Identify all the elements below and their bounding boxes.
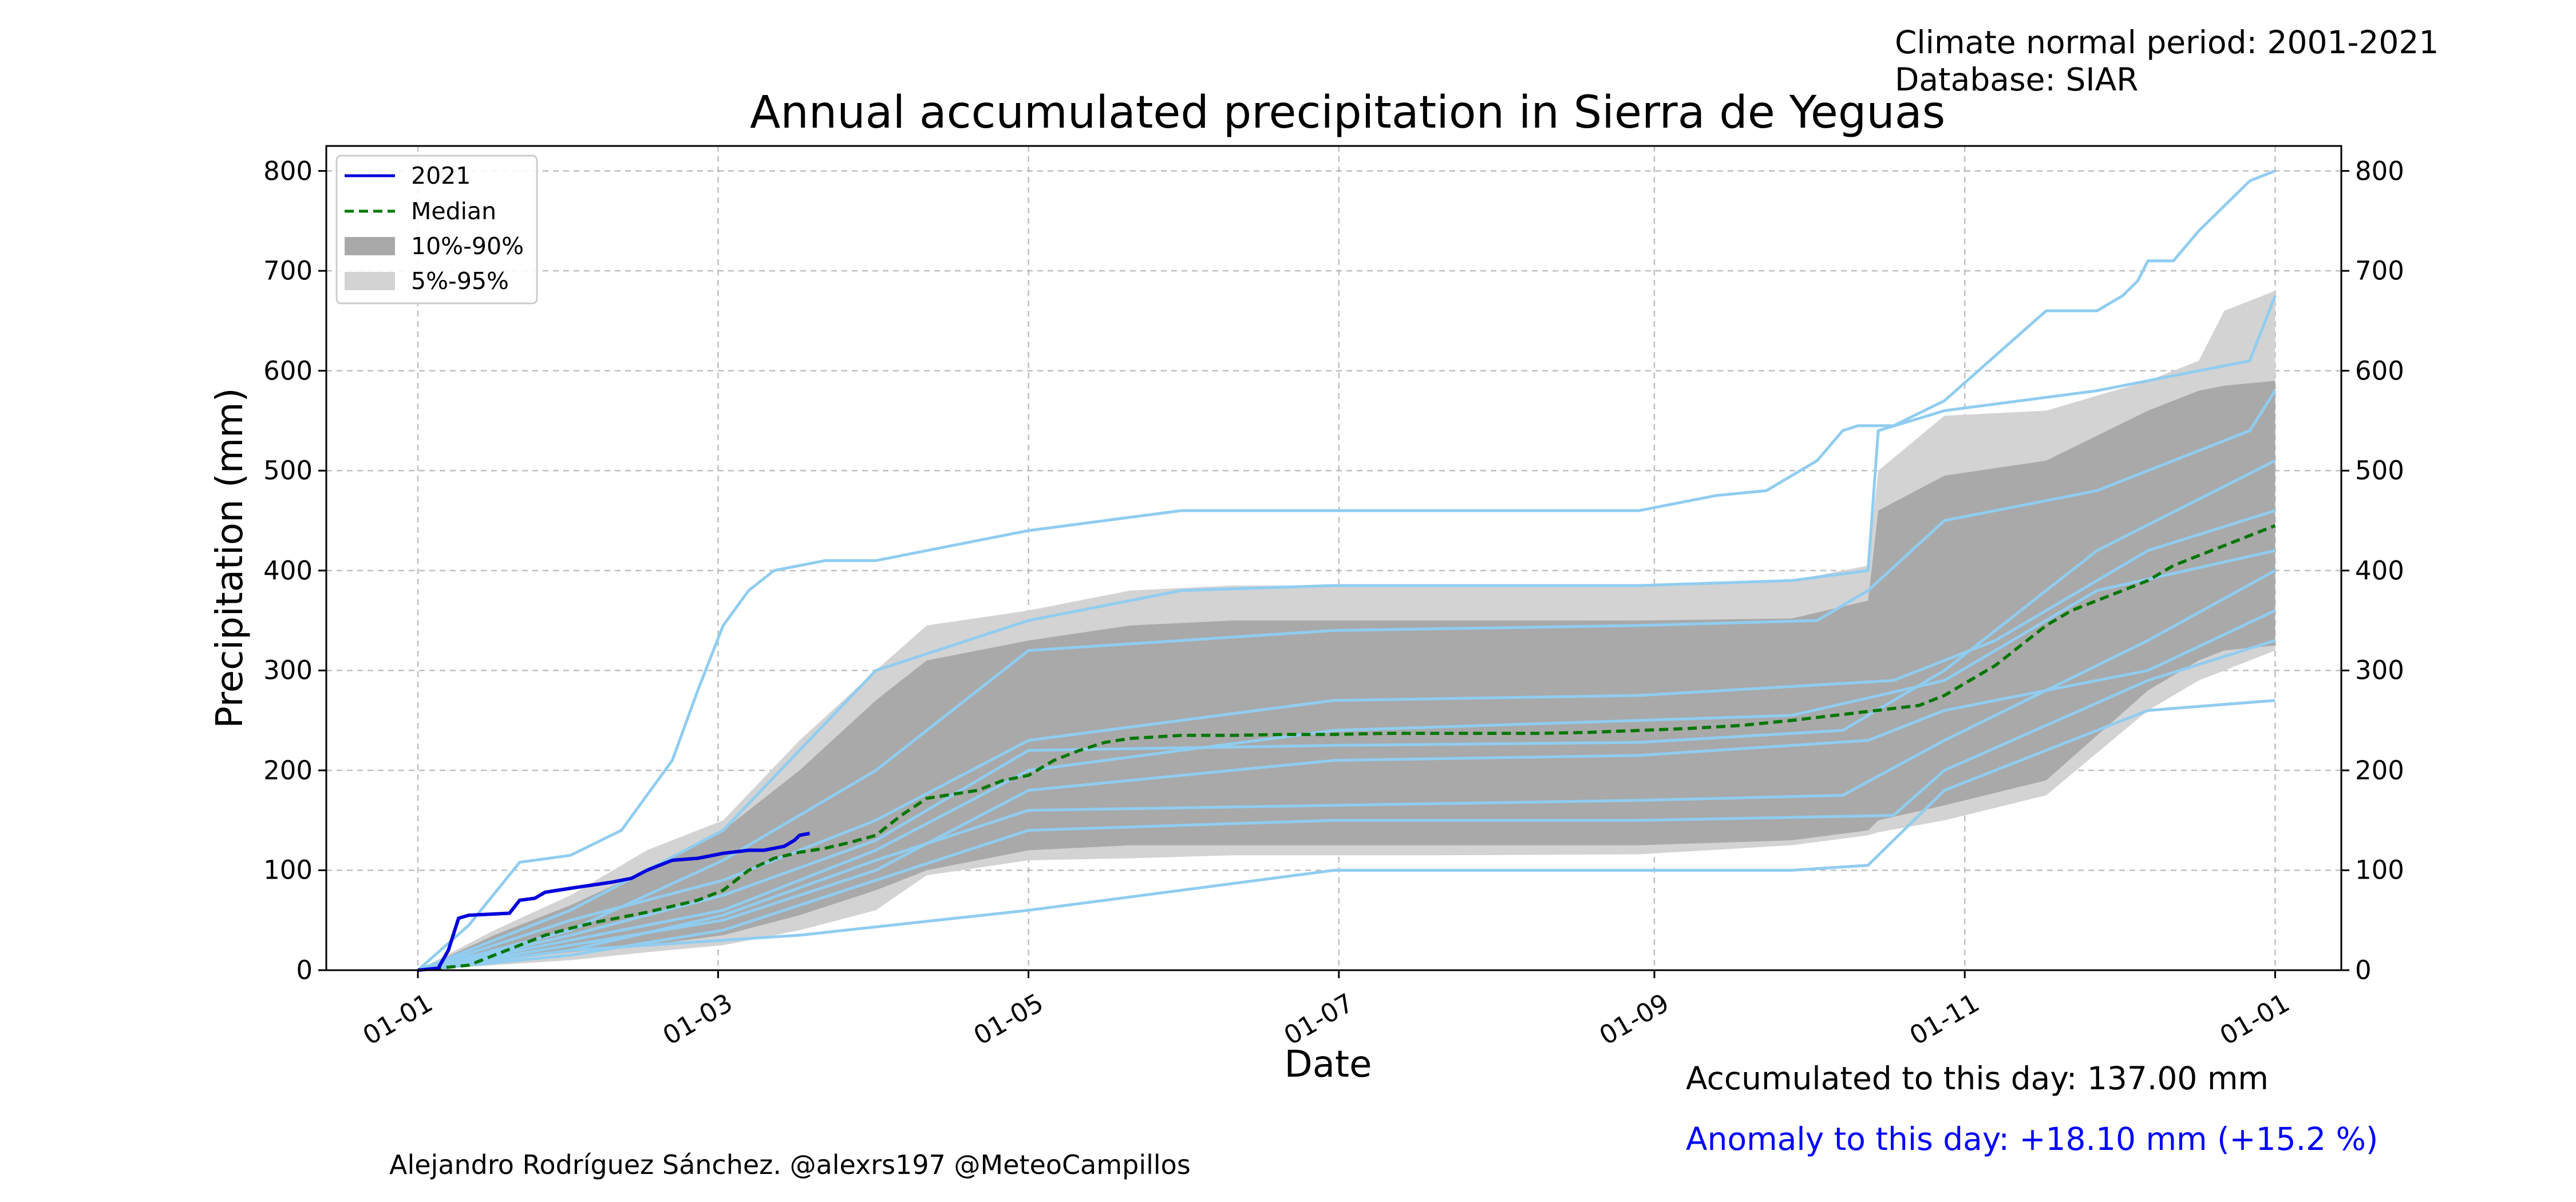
historic-year-line-9 <box>417 569 2276 972</box>
y-tick-label-left: 400 <box>263 555 313 586</box>
historic-year-line-8 <box>417 459 2276 972</box>
y-tick-label-right: 200 <box>2355 755 2404 786</box>
band-10-90 <box>418 381 2275 971</box>
historic-year-line-0 <box>417 169 2276 971</box>
historic-year-line-6 <box>417 509 2276 972</box>
y-tick-label-left: 200 <box>263 755 313 786</box>
legend-label-median: Median <box>411 197 497 225</box>
legend-swatch-5-95 <box>345 272 395 290</box>
y-axis-label: Precipitation (mm) <box>209 388 251 729</box>
y-tick-label-right: 300 <box>2355 655 2404 686</box>
y-tick-label-left: 0 <box>296 955 313 986</box>
climate-normal-label: Climate normal period: 2001-2021 <box>1895 24 2439 61</box>
anomaly-label: Anomaly to this day: +18.10 mm (+15.2 %) <box>1686 1121 2379 1157</box>
median-line <box>417 524 2276 972</box>
historic-year-line-5 <box>417 609 2276 972</box>
median-series <box>417 524 2276 972</box>
y-tick-label-left: 100 <box>263 855 313 885</box>
y-tick-label-right: 500 <box>2355 455 2404 486</box>
plot-frame <box>325 145 2342 971</box>
x-axis-label: Date <box>1284 1043 1372 1086</box>
y-tick-label-left: 300 <box>263 655 313 686</box>
chart-title: Annual accumulated precipitation in Sier… <box>750 87 1946 139</box>
historic-year-line-7 <box>417 639 2276 972</box>
legend-label-5-95: 5%-95% <box>411 267 509 295</box>
y-tick-label-right: 100 <box>2355 855 2404 885</box>
legend <box>335 155 538 305</box>
y-tick-label-left: 500 <box>263 455 313 486</box>
historic-year-line-1 <box>417 295 2277 972</box>
historic-year-line-3 <box>417 699 2275 972</box>
historic-years <box>417 169 2277 972</box>
legend-label-2021: 2021 <box>411 162 471 189</box>
tick-marks <box>318 170 2349 978</box>
accumulated-label: Accumulated to this day: 137.00 mm <box>1686 1060 2269 1097</box>
historic-year-line-4 <box>417 549 2275 972</box>
series-2021-line <box>417 831 810 972</box>
y-tick-label-left: 600 <box>263 355 313 386</box>
legend-label-10-90: 10%-90% <box>411 232 524 260</box>
y-tick-label-right: 700 <box>2355 255 2404 286</box>
current-year-series <box>417 831 810 972</box>
y-tick-label-right: 400 <box>2355 555 2404 586</box>
database-label: Database: SIAR <box>1895 61 2139 98</box>
credit-label: Alejandro Rodríguez Sánchez. @alexrs197 … <box>389 1149 1191 1180</box>
y-tick-label-right: 0 <box>2355 955 2372 986</box>
legend-frame <box>335 155 538 305</box>
y-tick-label-left: 700 <box>263 255 313 286</box>
y-tick-label-right: 600 <box>2355 355 2404 386</box>
y-tick-label-right: 800 <box>2355 156 2404 187</box>
legend-swatch-10-90 <box>345 237 395 255</box>
historic-year-line-2 <box>417 390 2277 972</box>
y-tick-label-left: 800 <box>263 156 313 187</box>
